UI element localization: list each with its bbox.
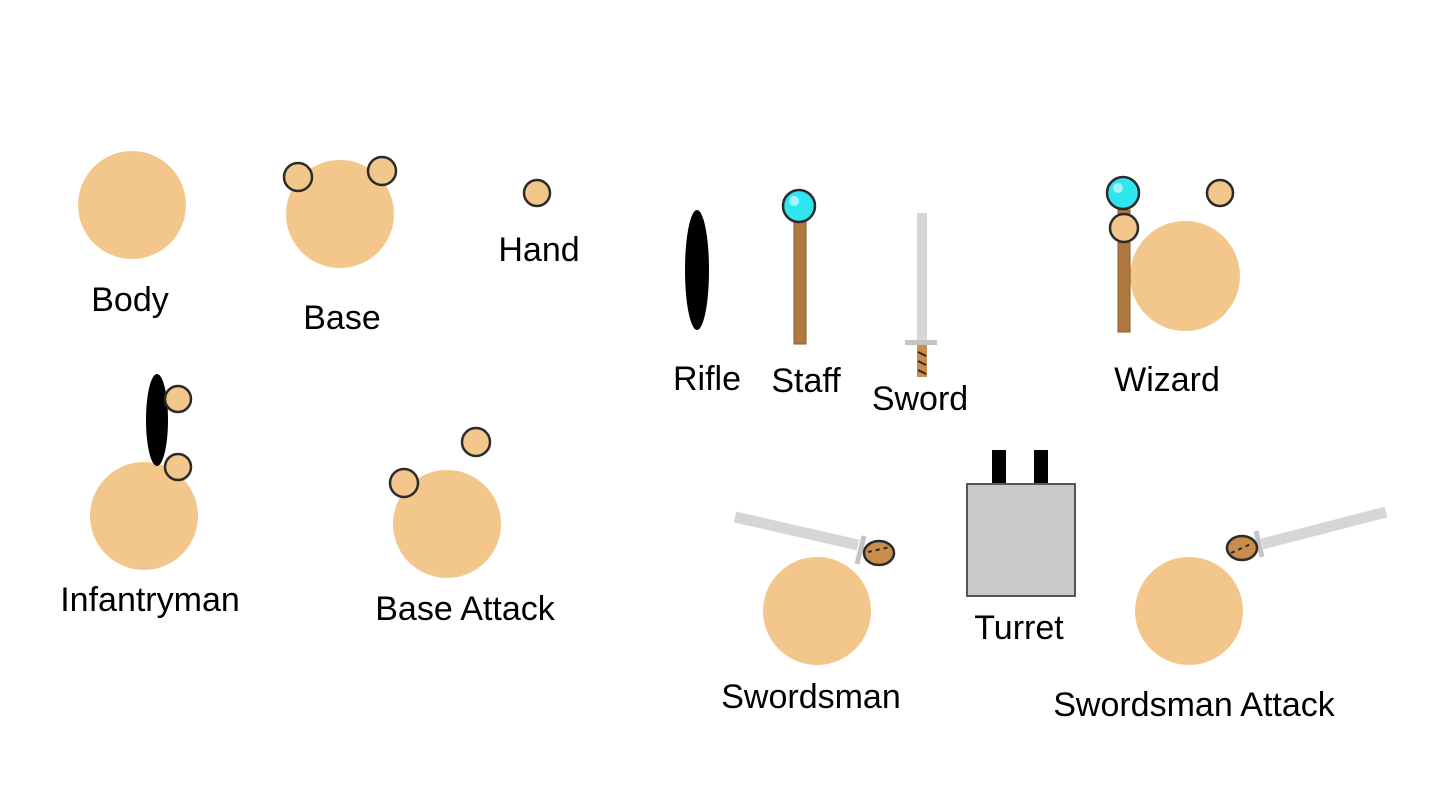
sword-sprite — [905, 213, 937, 377]
label-turret: Turret — [974, 609, 1064, 647]
label-wizard: Wizard — [1114, 361, 1220, 399]
infantryman-sprite — [90, 374, 198, 570]
swordsman-sprite — [733, 511, 896, 665]
base-attack-sprite — [388, 426, 501, 578]
label-sword: Sword — [871, 380, 969, 418]
label-swordsman: Swordsman — [721, 678, 901, 716]
label-body: Body — [91, 281, 169, 319]
base-sprite — [282, 155, 398, 268]
label-staff: Staff — [771, 362, 841, 400]
hand-sprite — [522, 178, 552, 208]
rifle-sprite — [685, 210, 709, 330]
label-hand: Hand — [498, 231, 580, 269]
swordsman-attack-sprite — [1135, 506, 1388, 665]
turret-sprite — [966, 450, 1076, 597]
label-infantryman: Infantryman — [60, 581, 240, 619]
wizard-sprite — [1105, 175, 1240, 333]
staff-orb — [781, 188, 817, 224]
label-rifle: Rifle — [672, 360, 742, 398]
base-left-hand — [282, 161, 314, 193]
body-sprite — [78, 151, 186, 259]
label-swordsman-attack: Swordsman Attack — [1053, 686, 1335, 724]
base-right-hand — [366, 155, 398, 187]
staff-sprite — [781, 188, 817, 345]
label-base-attack: Base Attack — [375, 590, 555, 628]
label-base: Base — [303, 299, 381, 337]
